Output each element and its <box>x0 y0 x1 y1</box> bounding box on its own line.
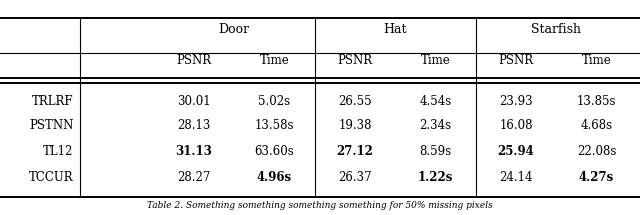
Text: 31.13: 31.13 <box>175 145 212 158</box>
Text: Table 2. Something something something something for 50% missing pixels: Table 2. Something something something s… <box>147 201 493 210</box>
Text: TRLRF: TRLRF <box>32 95 74 108</box>
Text: 5.02s: 5.02s <box>259 95 291 108</box>
Text: 19.38: 19.38 <box>338 119 372 132</box>
Text: 28.13: 28.13 <box>177 119 211 132</box>
Text: Door: Door <box>219 23 250 35</box>
Text: 27.12: 27.12 <box>337 145 373 158</box>
Text: 13.85s: 13.85s <box>577 95 616 108</box>
Text: 16.08: 16.08 <box>499 119 532 132</box>
Text: 2.34s: 2.34s <box>419 119 452 132</box>
Text: 22.08s: 22.08s <box>577 145 616 158</box>
Text: Time: Time <box>582 54 611 67</box>
Text: PSTNN: PSTNN <box>29 119 74 132</box>
Text: Time: Time <box>260 54 289 67</box>
Text: TCCUR: TCCUR <box>29 171 74 184</box>
Text: PSNR: PSNR <box>176 54 211 67</box>
Text: TL12: TL12 <box>44 145 74 158</box>
Text: 4.54s: 4.54s <box>419 95 452 108</box>
Text: Time: Time <box>420 54 451 67</box>
Text: 25.94: 25.94 <box>498 145 534 158</box>
Text: 4.96s: 4.96s <box>257 171 292 184</box>
Text: PSNR: PSNR <box>337 54 372 67</box>
Text: 63.60s: 63.60s <box>255 145 294 158</box>
Text: 26.37: 26.37 <box>338 171 372 184</box>
Text: Hat: Hat <box>383 23 407 35</box>
Text: 23.93: 23.93 <box>499 95 533 108</box>
Text: 24.14: 24.14 <box>499 171 532 184</box>
Text: 8.59s: 8.59s <box>419 145 452 158</box>
Text: 30.01: 30.01 <box>177 95 211 108</box>
Text: Starfish: Starfish <box>531 23 581 35</box>
Text: PSNR: PSNR <box>499 54 534 67</box>
Text: 13.58s: 13.58s <box>255 119 294 132</box>
Text: 4.27s: 4.27s <box>579 171 614 184</box>
Text: 1.22s: 1.22s <box>418 171 453 184</box>
Text: 26.55: 26.55 <box>338 95 372 108</box>
Text: 28.27: 28.27 <box>177 171 211 184</box>
Text: 4.68s: 4.68s <box>580 119 612 132</box>
